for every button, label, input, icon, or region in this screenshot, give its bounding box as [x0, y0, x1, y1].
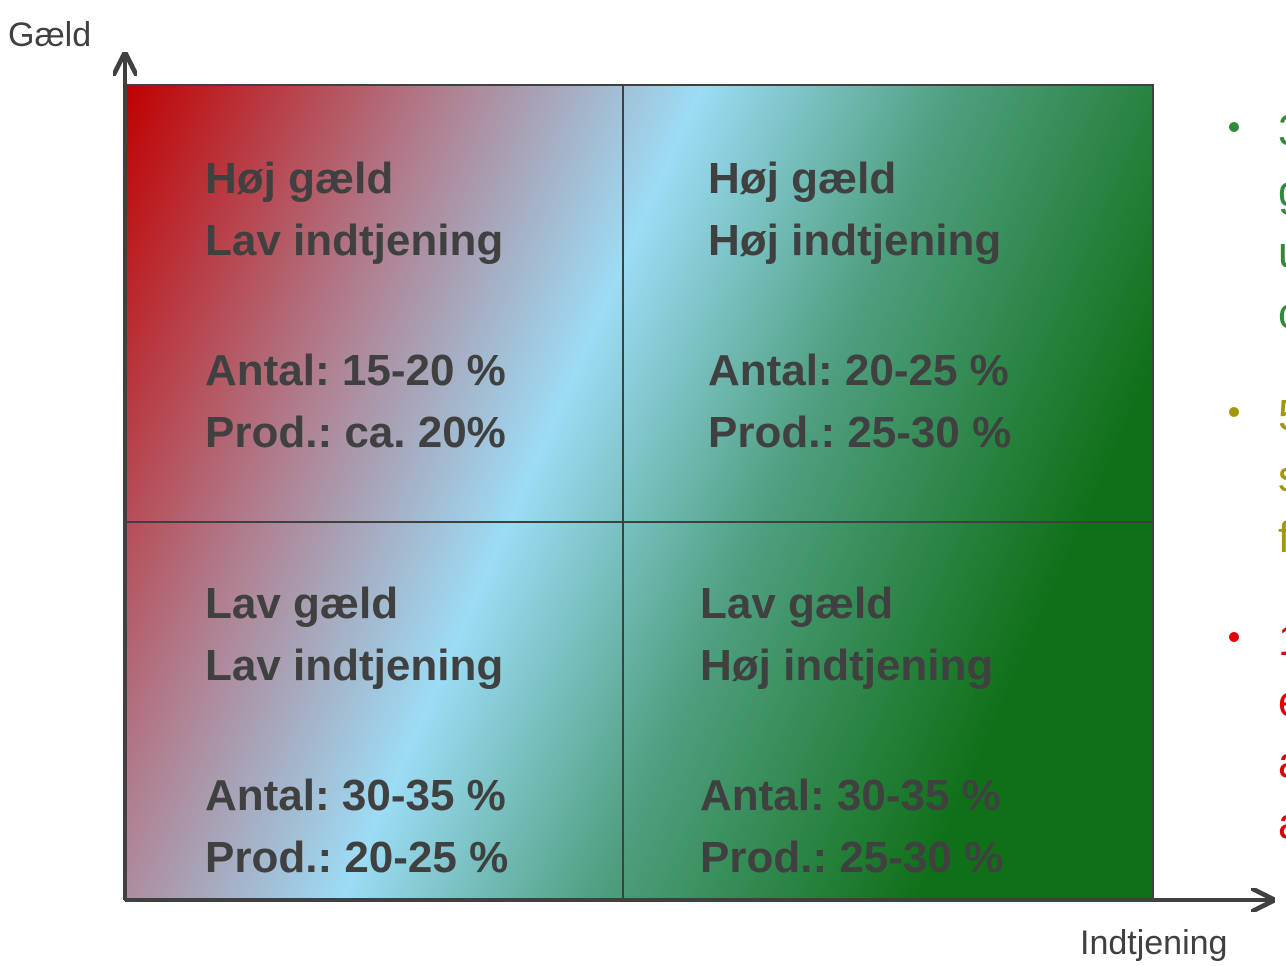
quadrant-box	[124, 84, 1154, 901]
bullet-text: a	[1278, 738, 1286, 787]
bullet-text: f	[1278, 513, 1286, 562]
quadrant-text: Prod.: ca. 20%	[205, 408, 506, 457]
quadrant-text: Antal: 20-25 %	[708, 346, 1009, 395]
quadrant-text: Antal: 30-35 %	[700, 771, 1001, 820]
bullet-text: s	[1278, 452, 1286, 501]
bullet-dot	[1229, 407, 1239, 417]
quadrant-text: Prod.: 25-30 %	[708, 408, 1011, 457]
y-axis-label: Gæld	[8, 16, 91, 54]
quadrant-text: Høj indtjening	[700, 641, 993, 690]
quadrant-text: Prod.: 25-30 %	[700, 833, 1003, 882]
bullet-text: 5	[1278, 391, 1286, 440]
bullet-dot	[1229, 122, 1239, 132]
quadrant-text: Antal: 30-35 %	[205, 771, 506, 820]
quadrant-text: Høj gæld	[205, 154, 393, 203]
bullet-text: g	[1278, 167, 1286, 216]
bullet-text: c	[1278, 289, 1286, 338]
quadrant-text: Høj gæld	[708, 154, 896, 203]
quadrant-text: Prod.: 20-25 %	[205, 833, 508, 882]
quadrant-text: Antal: 15-20 %	[205, 346, 506, 395]
quadrant-text: Høj indtjening	[708, 216, 1001, 265]
quadrant-text: Lav indtjening	[205, 641, 503, 690]
bullet-text: u	[1278, 228, 1286, 277]
quadrant-text: Lav indtjening	[205, 216, 503, 265]
quadrant-text: Lav gæld	[700, 579, 893, 628]
bullet-text: e	[1278, 677, 1286, 726]
bullet-text: 1	[1278, 616, 1286, 665]
bullet-text: 3	[1278, 106, 1286, 155]
quadrant-text: Lav gæld	[205, 579, 398, 628]
bullet-text: a	[1278, 799, 1286, 848]
bullet-dot	[1229, 632, 1239, 642]
x-axis-label: Indtjening	[1080, 924, 1227, 962]
